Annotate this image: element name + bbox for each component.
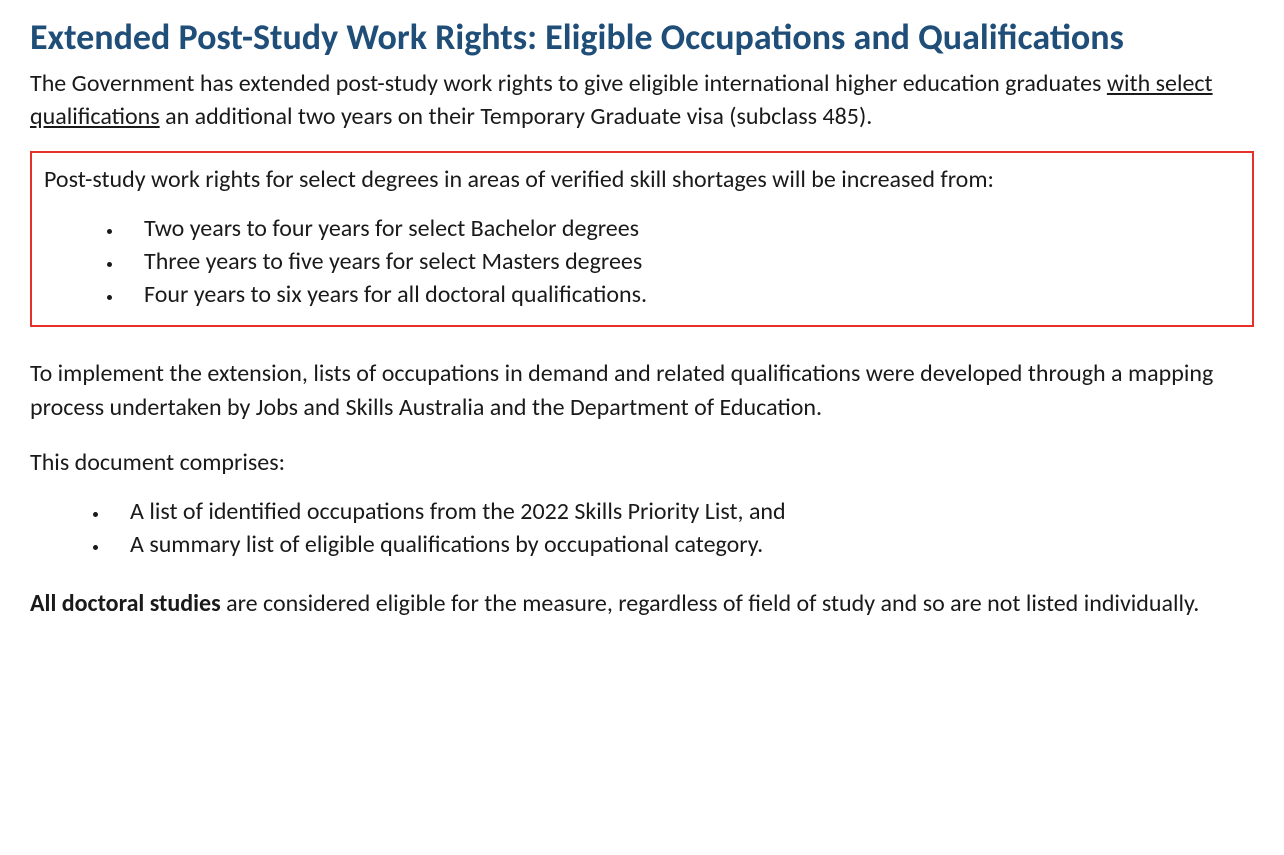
list-item: Two years to four years for select Bache… <box>124 212 1240 245</box>
list-item: A list of identified occupations from th… <box>110 495 1254 528</box>
list-item: Three years to five years for select Mas… <box>124 245 1240 278</box>
intro-paragraph: The Government has extended post-study w… <box>30 67 1254 133</box>
highlight-lead: Post-study work rights for select degree… <box>44 163 1240 196</box>
doctoral-paragraph: All doctoral studies are considered elig… <box>30 587 1254 620</box>
intro-pre: The Government has extended post-study w… <box>30 69 1107 98</box>
highlight-list: Two years to four years for select Bache… <box>44 212 1240 311</box>
implementation-paragraph: To implement the extension, lists of occ… <box>30 357 1254 423</box>
comprises-lead: This document comprises: <box>30 446 1254 479</box>
list-item: Four years to six years for all doctoral… <box>124 278 1240 311</box>
comprises-list: A list of identified occupations from th… <box>30 495 1254 561</box>
doctoral-bold: All doctoral studies <box>30 589 221 618</box>
list-item: A summary list of eligible qualification… <box>110 528 1254 561</box>
doctoral-rest: are considered eligible for the measure,… <box>221 589 1200 618</box>
intro-post: an additional two years on their Tempora… <box>160 102 873 131</box>
highlight-box: Post-study work rights for select degree… <box>30 151 1254 327</box>
page-title: Extended Post-Study Work Rights: Eligibl… <box>30 14 1254 61</box>
